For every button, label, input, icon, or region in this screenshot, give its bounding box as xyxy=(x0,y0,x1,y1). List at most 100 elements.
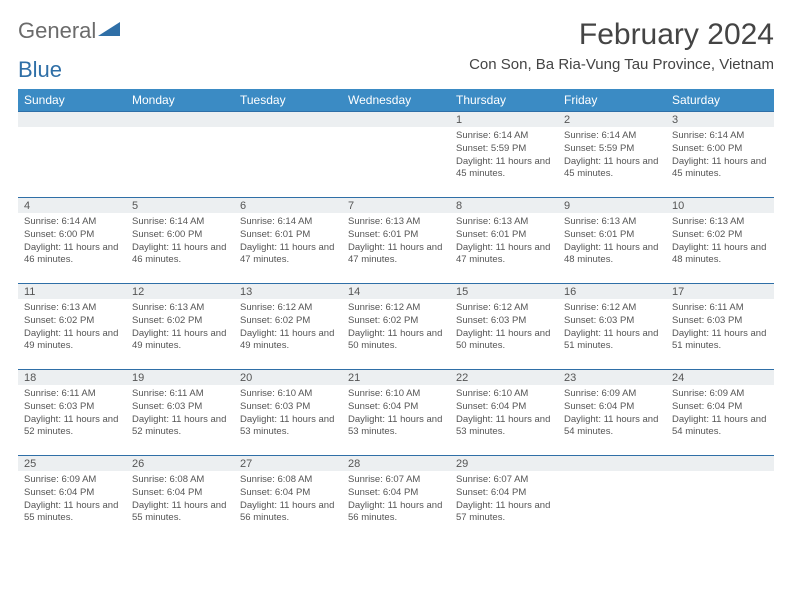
calendar-empty-cell xyxy=(342,111,450,197)
weekday-header: Friday xyxy=(558,89,666,111)
calendar-day-cell: 24Sunrise: 6:09 AMSunset: 6:04 PMDayligh… xyxy=(666,369,774,455)
day-number: 28 xyxy=(342,455,450,471)
day-number: 8 xyxy=(450,197,558,213)
calendar-day-cell: 12Sunrise: 6:13 AMSunset: 6:02 PMDayligh… xyxy=(126,283,234,369)
day-details: Sunrise: 6:14 AMSunset: 6:01 PMDaylight:… xyxy=(234,213,342,269)
calendar-day-cell: 5Sunrise: 6:14 AMSunset: 6:00 PMDaylight… xyxy=(126,197,234,283)
day-number: 7 xyxy=(342,197,450,213)
day-details: Sunrise: 6:14 AMSunset: 6:00 PMDaylight:… xyxy=(666,127,774,183)
day-number: 10 xyxy=(666,197,774,213)
day-number: 18 xyxy=(18,369,126,385)
calendar-day-cell: 29Sunrise: 6:07 AMSunset: 6:04 PMDayligh… xyxy=(450,455,558,541)
day-details: Sunrise: 6:08 AMSunset: 6:04 PMDaylight:… xyxy=(234,471,342,527)
calendar-week-row: 1Sunrise: 6:14 AMSunset: 5:59 PMDaylight… xyxy=(18,111,774,197)
day-details: Sunrise: 6:12 AMSunset: 6:03 PMDaylight:… xyxy=(558,299,666,355)
calendar-day-cell: 27Sunrise: 6:08 AMSunset: 6:04 PMDayligh… xyxy=(234,455,342,541)
calendar-day-cell: 28Sunrise: 6:07 AMSunset: 6:04 PMDayligh… xyxy=(342,455,450,541)
day-number: 17 xyxy=(666,283,774,299)
calendar-day-cell: 20Sunrise: 6:10 AMSunset: 6:03 PMDayligh… xyxy=(234,369,342,455)
day-number: 27 xyxy=(234,455,342,471)
calendar-day-cell: 16Sunrise: 6:12 AMSunset: 6:03 PMDayligh… xyxy=(558,283,666,369)
day-details: Sunrise: 6:12 AMSunset: 6:02 PMDaylight:… xyxy=(234,299,342,355)
day-number: 23 xyxy=(558,369,666,385)
day-number: 1 xyxy=(450,111,558,127)
day-details: Sunrise: 6:07 AMSunset: 6:04 PMDaylight:… xyxy=(450,471,558,527)
day-details: Sunrise: 6:14 AMSunset: 5:59 PMDaylight:… xyxy=(558,127,666,183)
day-details: Sunrise: 6:14 AMSunset: 6:00 PMDaylight:… xyxy=(126,213,234,269)
calendar-day-cell: 2Sunrise: 6:14 AMSunset: 5:59 PMDaylight… xyxy=(558,111,666,197)
day-number: 13 xyxy=(234,283,342,299)
calendar-day-cell: 10Sunrise: 6:13 AMSunset: 6:02 PMDayligh… xyxy=(666,197,774,283)
calendar-day-cell: 1Sunrise: 6:14 AMSunset: 5:59 PMDaylight… xyxy=(450,111,558,197)
day-number: 14 xyxy=(342,283,450,299)
day-details: Sunrise: 6:12 AMSunset: 6:03 PMDaylight:… xyxy=(450,299,558,355)
day-number: 22 xyxy=(450,369,558,385)
calendar-day-cell: 11Sunrise: 6:13 AMSunset: 6:02 PMDayligh… xyxy=(18,283,126,369)
calendar-day-cell: 17Sunrise: 6:11 AMSunset: 6:03 PMDayligh… xyxy=(666,283,774,369)
day-number: 9 xyxy=(558,197,666,213)
calendar-day-cell: 3Sunrise: 6:14 AMSunset: 6:00 PMDaylight… xyxy=(666,111,774,197)
calendar-day-cell: 18Sunrise: 6:11 AMSunset: 6:03 PMDayligh… xyxy=(18,369,126,455)
calendar-empty-cell xyxy=(126,111,234,197)
calendar-day-cell: 4Sunrise: 6:14 AMSunset: 6:00 PMDaylight… xyxy=(18,197,126,283)
weekday-header: Tuesday xyxy=(234,89,342,111)
day-details: Sunrise: 6:10 AMSunset: 6:03 PMDaylight:… xyxy=(234,385,342,441)
day-number: 20 xyxy=(234,369,342,385)
day-details: Sunrise: 6:09 AMSunset: 6:04 PMDaylight:… xyxy=(558,385,666,441)
day-details: Sunrise: 6:13 AMSunset: 6:01 PMDaylight:… xyxy=(558,213,666,269)
day-details: Sunrise: 6:13 AMSunset: 6:01 PMDaylight:… xyxy=(342,213,450,269)
calendar-empty-cell xyxy=(558,455,666,541)
day-details: Sunrise: 6:10 AMSunset: 6:04 PMDaylight:… xyxy=(342,385,450,441)
calendar-day-cell: 23Sunrise: 6:09 AMSunset: 6:04 PMDayligh… xyxy=(558,369,666,455)
weekday-header-row: SundayMondayTuesdayWednesdayThursdayFrid… xyxy=(18,89,774,111)
day-number: 15 xyxy=(450,283,558,299)
day-details: Sunrise: 6:08 AMSunset: 6:04 PMDaylight:… xyxy=(126,471,234,527)
day-number: 11 xyxy=(18,283,126,299)
weekday-header: Sunday xyxy=(18,89,126,111)
day-number: 3 xyxy=(666,111,774,127)
calendar-day-cell: 14Sunrise: 6:12 AMSunset: 6:02 PMDayligh… xyxy=(342,283,450,369)
location-subtitle: Con Son, Ba Ria-Vung Tau Province, Vietn… xyxy=(469,56,774,73)
month-title: February 2024 xyxy=(469,18,774,52)
calendar-table: SundayMondayTuesdayWednesdayThursdayFrid… xyxy=(18,89,774,541)
calendar-body: 1Sunrise: 6:14 AMSunset: 5:59 PMDaylight… xyxy=(18,111,774,541)
brand-word2: Blue xyxy=(18,57,62,82)
day-details: Sunrise: 6:11 AMSunset: 6:03 PMDaylight:… xyxy=(18,385,126,441)
day-details: Sunrise: 6:13 AMSunset: 6:02 PMDaylight:… xyxy=(126,299,234,355)
day-number: 16 xyxy=(558,283,666,299)
calendar-week-row: 18Sunrise: 6:11 AMSunset: 6:03 PMDayligh… xyxy=(18,369,774,455)
day-number: 6 xyxy=(234,197,342,213)
day-details: Sunrise: 6:14 AMSunset: 6:00 PMDaylight:… xyxy=(18,213,126,269)
calendar-week-row: 25Sunrise: 6:09 AMSunset: 6:04 PMDayligh… xyxy=(18,455,774,541)
brand-word1: General xyxy=(18,18,96,44)
calendar-day-cell: 26Sunrise: 6:08 AMSunset: 6:04 PMDayligh… xyxy=(126,455,234,541)
day-details: Sunrise: 6:10 AMSunset: 6:04 PMDaylight:… xyxy=(450,385,558,441)
day-details: Sunrise: 6:13 AMSunset: 6:02 PMDaylight:… xyxy=(18,299,126,355)
day-number: 4 xyxy=(18,197,126,213)
brand-triangle-icon xyxy=(98,18,124,44)
calendar-day-cell: 15Sunrise: 6:12 AMSunset: 6:03 PMDayligh… xyxy=(450,283,558,369)
calendar-week-row: 4Sunrise: 6:14 AMSunset: 6:00 PMDaylight… xyxy=(18,197,774,283)
day-details: Sunrise: 6:13 AMSunset: 6:01 PMDaylight:… xyxy=(450,213,558,269)
calendar-day-cell: 25Sunrise: 6:09 AMSunset: 6:04 PMDayligh… xyxy=(18,455,126,541)
calendar-day-cell: 9Sunrise: 6:13 AMSunset: 6:01 PMDaylight… xyxy=(558,197,666,283)
calendar-day-cell: 21Sunrise: 6:10 AMSunset: 6:04 PMDayligh… xyxy=(342,369,450,455)
day-number: 29 xyxy=(450,455,558,471)
day-details: Sunrise: 6:07 AMSunset: 6:04 PMDaylight:… xyxy=(342,471,450,527)
day-number: 21 xyxy=(342,369,450,385)
weekday-header: Thursday xyxy=(450,89,558,111)
weekday-header: Saturday xyxy=(666,89,774,111)
day-number: 25 xyxy=(18,455,126,471)
calendar-day-cell: 19Sunrise: 6:11 AMSunset: 6:03 PMDayligh… xyxy=(126,369,234,455)
weekday-header: Monday xyxy=(126,89,234,111)
calendar-week-row: 11Sunrise: 6:13 AMSunset: 6:02 PMDayligh… xyxy=(18,283,774,369)
day-number: 26 xyxy=(126,455,234,471)
calendar-day-cell: 22Sunrise: 6:10 AMSunset: 6:04 PMDayligh… xyxy=(450,369,558,455)
calendar-empty-cell xyxy=(234,111,342,197)
day-number: 24 xyxy=(666,369,774,385)
calendar-empty-cell xyxy=(18,111,126,197)
calendar-day-cell: 7Sunrise: 6:13 AMSunset: 6:01 PMDaylight… xyxy=(342,197,450,283)
brand-logo: General xyxy=(18,18,124,44)
day-details: Sunrise: 6:11 AMSunset: 6:03 PMDaylight:… xyxy=(126,385,234,441)
day-number: 12 xyxy=(126,283,234,299)
